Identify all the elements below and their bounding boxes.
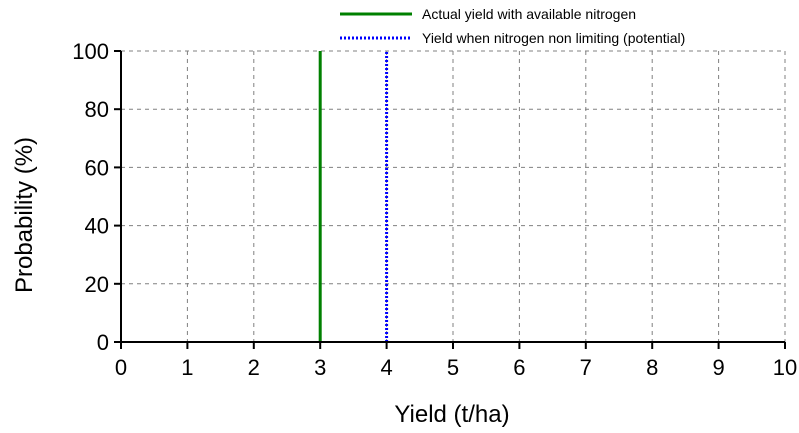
x-tick-label: 3 [314, 355, 326, 380]
axes [114, 50, 786, 349]
x-tick-label: 6 [513, 355, 525, 380]
x-axis-title: Yield (t/ha) [394, 401, 509, 428]
x-tick-label: 5 [447, 355, 459, 380]
legend: Actual yield with available nitrogen Yie… [340, 6, 685, 46]
grid [121, 50, 786, 342]
x-tick-label: 9 [712, 355, 724, 380]
x-tick-label: 0 [115, 355, 127, 380]
legend-label-actual-yield: Actual yield with available nitrogen [422, 6, 636, 22]
y-tick-label: 40 [85, 214, 109, 239]
x-tick-label: 4 [380, 355, 392, 380]
x-tick-label: 1 [181, 355, 193, 380]
y-axis-title: Probability (%) [11, 137, 38, 293]
y-tick-label: 0 [97, 330, 109, 355]
y-tick-label: 80 [85, 97, 109, 122]
x-tick-label: 8 [646, 355, 658, 380]
y-tick-label: 20 [85, 272, 109, 297]
y-tick-label: 60 [85, 155, 109, 180]
x-tick-label: 7 [580, 355, 592, 380]
x-tick-label: 10 [773, 355, 797, 380]
x-tick-label: 2 [248, 355, 260, 380]
series-layer [318, 51, 389, 342]
legend-label-potential-yield: Yield when nitrogen non limiting (potent… [422, 30, 685, 46]
y-tick-label: 100 [72, 39, 109, 64]
